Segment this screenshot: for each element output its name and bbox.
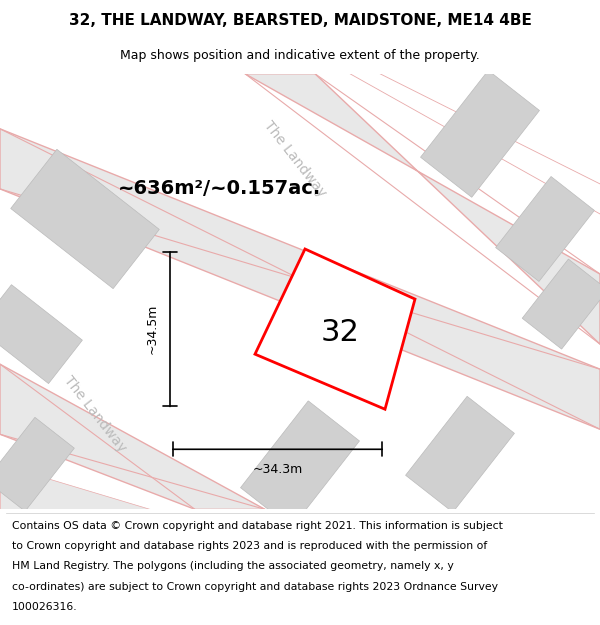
Text: ~34.3m: ~34.3m xyxy=(253,463,302,476)
Polygon shape xyxy=(0,418,74,511)
Text: 32, THE LANDWAY, BEARSTED, MAIDSTONE, ME14 4BE: 32, THE LANDWAY, BEARSTED, MAIDSTONE, ME… xyxy=(68,13,532,28)
Text: co-ordinates) are subject to Crown copyright and database rights 2023 Ordnance S: co-ordinates) are subject to Crown copyr… xyxy=(12,582,498,592)
Polygon shape xyxy=(11,149,160,289)
Polygon shape xyxy=(255,249,415,409)
Polygon shape xyxy=(406,396,514,512)
Text: Contains OS data © Crown copyright and database right 2021. This information is : Contains OS data © Crown copyright and d… xyxy=(12,521,503,531)
Text: Map shows position and indicative extent of the property.: Map shows position and indicative extent… xyxy=(120,49,480,62)
Text: ~34.5m: ~34.5m xyxy=(146,304,158,354)
Polygon shape xyxy=(0,464,150,509)
Text: HM Land Registry. The polygons (including the associated geometry, namely x, y: HM Land Registry. The polygons (includin… xyxy=(12,561,454,571)
Polygon shape xyxy=(496,176,595,281)
Text: The Landway: The Landway xyxy=(261,118,329,199)
Polygon shape xyxy=(522,259,600,349)
Text: 32: 32 xyxy=(320,318,359,347)
Text: 100026316.: 100026316. xyxy=(12,602,77,612)
Polygon shape xyxy=(241,401,359,528)
Polygon shape xyxy=(0,129,600,429)
Text: The Landway: The Landway xyxy=(61,374,129,455)
Polygon shape xyxy=(245,74,600,344)
Text: to Crown copyright and database rights 2023 and is reproduced with the permissio: to Crown copyright and database rights 2… xyxy=(12,541,487,551)
Text: ~636m²/~0.157ac.: ~636m²/~0.157ac. xyxy=(118,179,322,198)
Polygon shape xyxy=(0,284,82,384)
Polygon shape xyxy=(0,364,265,509)
Polygon shape xyxy=(421,71,539,198)
